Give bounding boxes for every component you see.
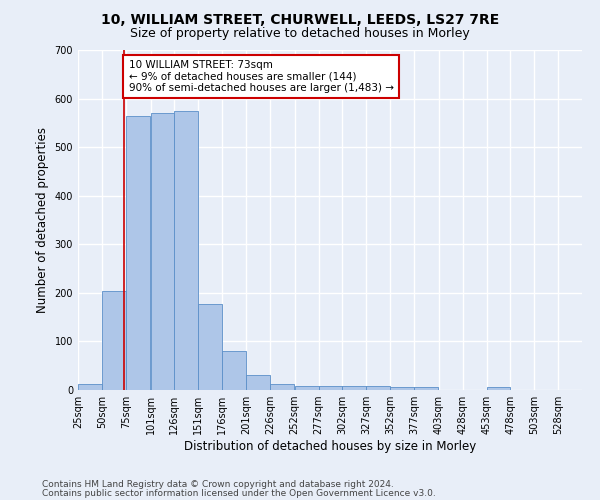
Bar	[151, 113, 175, 390]
Bar	[270, 384, 294, 390]
Bar	[126, 116, 149, 390]
Bar	[246, 376, 270, 390]
Bar	[78, 384, 102, 390]
X-axis label: Distribution of detached houses by size in Morley: Distribution of detached houses by size …	[184, 440, 476, 453]
Bar	[390, 386, 414, 390]
Text: 10 WILLIAM STREET: 73sqm
← 9% of detached houses are smaller (144)
90% of semi-d: 10 WILLIAM STREET: 73sqm ← 9% of detache…	[128, 60, 394, 93]
Bar	[198, 304, 222, 390]
Bar	[487, 386, 511, 390]
Bar	[222, 351, 246, 390]
Y-axis label: Number of detached properties: Number of detached properties	[36, 127, 49, 313]
Bar	[319, 386, 343, 390]
Bar	[343, 386, 366, 390]
Text: 10, WILLIAM STREET, CHURWELL, LEEDS, LS27 7RE: 10, WILLIAM STREET, CHURWELL, LEEDS, LS2…	[101, 12, 499, 26]
Bar	[175, 110, 198, 390]
Text: Size of property relative to detached houses in Morley: Size of property relative to detached ho…	[130, 28, 470, 40]
Text: Contains HM Land Registry data © Crown copyright and database right 2024.: Contains HM Land Registry data © Crown c…	[42, 480, 394, 489]
Bar	[414, 386, 438, 390]
Bar	[366, 386, 390, 390]
Bar	[102, 291, 126, 390]
Bar	[295, 386, 319, 390]
Text: Contains public sector information licensed under the Open Government Licence v3: Contains public sector information licen…	[42, 488, 436, 498]
